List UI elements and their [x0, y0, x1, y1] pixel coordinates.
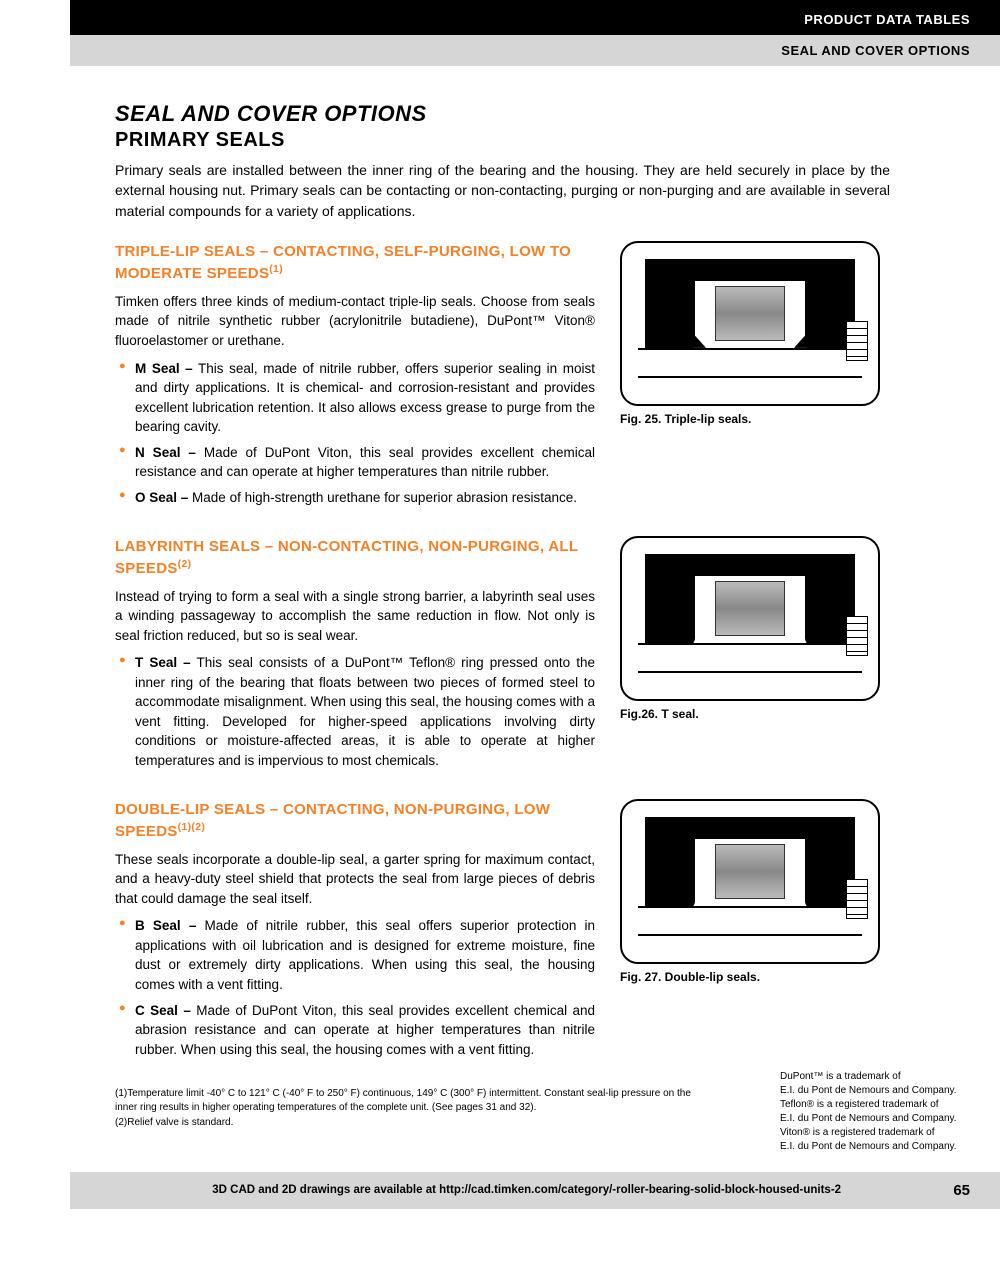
- figure-triple: Fig. 25. Triple-lip seals.: [620, 241, 880, 514]
- footnote-1: (1)Temperature limit -40° C to 121° C (-…: [115, 1087, 715, 1114]
- footnote-2: (2)Relief valve is standard.: [115, 1116, 715, 1130]
- main-title: SEAL AND COVER OPTIONS: [115, 101, 970, 127]
- list-item: N Seal – Made of DuPont Viton, this seal…: [115, 443, 595, 482]
- bullets-labyrinth: T Seal – This seal consists of a DuPont™…: [115, 653, 595, 770]
- page-number: 65: [953, 1182, 970, 1199]
- list-item: C Seal – Made of DuPont Viton, this seal…: [115, 1001, 595, 1060]
- trademark-note: DuPont™ is a trademark of E.I. du Pont d…: [780, 1070, 970, 1154]
- body-double: These seals incorporate a double-lip sea…: [115, 850, 595, 909]
- sub-title: PRIMARY SEALS: [115, 129, 970, 152]
- footer: 3D CAD and 2D drawings are available at …: [70, 1172, 1000, 1209]
- section-labyrinth: LABYRINTH SEALS – NON-CONTACTING, NON-PU…: [115, 536, 970, 777]
- page: PRODUCT DATA TABLES SEAL AND COVER OPTIO…: [0, 0, 1000, 1209]
- figure-box: [620, 799, 880, 964]
- seal-diagram-icon: [630, 251, 870, 396]
- content: SEAL AND COVER OPTIONS PRIMARY SEALS Pri…: [0, 66, 1000, 1152]
- list-item: M Seal – This seal, made of nitrile rubb…: [115, 359, 595, 437]
- list-item: B Seal – Made of nitrile rubber, this se…: [115, 916, 595, 994]
- seal-diagram-icon: [630, 809, 870, 954]
- bullets-triple: M Seal – This seal, made of nitrile rubb…: [115, 359, 595, 508]
- heading-double: DOUBLE-LIP SEALS – CONTACTING, NON-PURGI…: [115, 799, 595, 842]
- section-double: DOUBLE-LIP SEALS – CONTACTING, NON-PURGI…: [115, 799, 970, 1066]
- figure-double: Fig. 27. Double-lip seals.: [620, 799, 880, 1066]
- header-black: PRODUCT DATA TABLES: [70, 0, 1000, 35]
- body-labyrinth: Instead of trying to form a seal with a …: [115, 587, 595, 646]
- footnotes: (1)Temperature limit -40° C to 121° C (-…: [115, 1087, 715, 1130]
- body-triple: Timken offers three kinds of medium-cont…: [115, 292, 595, 351]
- section-left: LABYRINTH SEALS – NON-CONTACTING, NON-PU…: [115, 536, 595, 777]
- intro-text: Primary seals are installed between the …: [115, 160, 890, 221]
- seal-diagram-icon: [630, 546, 870, 691]
- header-gray: SEAL AND COVER OPTIONS: [70, 35, 1000, 66]
- heading-triple: TRIPLE-LIP SEALS – CONTACTING, SELF-PURG…: [115, 241, 595, 284]
- figure-box: [620, 536, 880, 701]
- list-item: T Seal – This seal consists of a DuPont™…: [115, 653, 595, 770]
- caption-triple: Fig. 25. Triple-lip seals.: [620, 412, 880, 426]
- header-line2: SEAL AND COVER OPTIONS: [781, 43, 970, 58]
- figure-box: [620, 241, 880, 406]
- header-line1: PRODUCT DATA TABLES: [804, 12, 970, 27]
- section-left: TRIPLE-LIP SEALS – CONTACTING, SELF-PURG…: [115, 241, 595, 514]
- figure-labyrinth: Fig.26. T seal.: [620, 536, 880, 777]
- caption-labyrinth: Fig.26. T seal.: [620, 707, 880, 721]
- section-triple: TRIPLE-LIP SEALS – CONTACTING, SELF-PURG…: [115, 241, 970, 514]
- section-left: DOUBLE-LIP SEALS – CONTACTING, NON-PURGI…: [115, 799, 595, 1066]
- list-item: O Seal – Made of high-strength urethane …: [115, 488, 595, 508]
- heading-labyrinth: LABYRINTH SEALS – NON-CONTACTING, NON-PU…: [115, 536, 595, 579]
- caption-double: Fig. 27. Double-lip seals.: [620, 970, 880, 984]
- bullets-double: B Seal – Made of nitrile rubber, this se…: [115, 916, 595, 1059]
- footer-text: 3D CAD and 2D drawings are available at …: [100, 1184, 953, 1196]
